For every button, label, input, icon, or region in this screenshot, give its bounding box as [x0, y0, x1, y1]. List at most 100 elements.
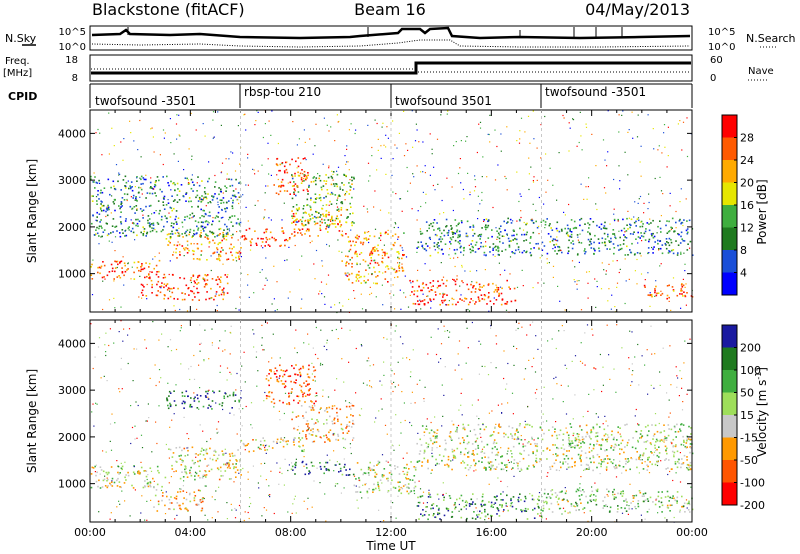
velocity-point: [410, 490, 413, 492]
power-point: [314, 201, 317, 204]
power-point: [655, 285, 657, 288]
velocity-point: [531, 498, 534, 501]
power-colorbar-segment: [722, 182, 737, 206]
power-noise-point: [532, 203, 534, 205]
power-point: [107, 233, 110, 235]
velocity-point: [168, 390, 171, 393]
velocity-point: [299, 375, 302, 377]
velocity-point: [195, 472, 198, 475]
velocity-point: [555, 459, 557, 461]
power-noise-point: [416, 219, 418, 221]
power-point: [226, 258, 228, 261]
power-point: [639, 252, 641, 255]
power-noise-point: [576, 280, 578, 282]
velocity-point: [681, 505, 683, 508]
velocity-point: [649, 442, 652, 444]
power-noise-point: [527, 115, 530, 117]
velocity-point: [435, 516, 437, 519]
velocity-point: [317, 430, 320, 433]
power-point: [687, 231, 689, 234]
power-point: [196, 291, 199, 294]
power-point: [162, 201, 164, 203]
power-point: [625, 230, 628, 232]
power-point: [622, 243, 625, 245]
power-point: [657, 239, 659, 242]
velocity-point: [497, 508, 499, 510]
power-point: [293, 193, 295, 195]
power-noise-point: [666, 166, 668, 168]
power-point: [151, 286, 153, 289]
power-point: [291, 222, 293, 224]
power-point: [227, 258, 230, 260]
power-noise-point: [255, 120, 257, 122]
velocity-point: [227, 462, 230, 464]
velocity-point: [310, 400, 312, 402]
power-noise-point: [373, 206, 375, 208]
velocity-point: [684, 445, 687, 448]
power-noise-point: [338, 250, 340, 252]
power-point: [145, 262, 147, 264]
power-point: [677, 233, 679, 235]
velocity-point: [423, 514, 426, 516]
velocity-point: [317, 420, 319, 423]
power-noise-point: [448, 254, 450, 256]
power-point: [537, 242, 539, 245]
power-noise-point: [193, 243, 195, 245]
power-noise-point: [359, 253, 361, 255]
power-point: [238, 223, 241, 226]
power-point: [140, 231, 142, 234]
velocity-point: [483, 428, 486, 431]
power-noise-point: [348, 129, 350, 131]
power-noise-point: [664, 146, 666, 148]
velocity-point: [690, 447, 692, 449]
power-point: [589, 218, 592, 220]
power-noise-point: [509, 256, 512, 258]
velocity-point: [411, 479, 414, 481]
power-point: [211, 278, 214, 280]
power-point: [501, 250, 503, 252]
power-point: [354, 244, 356, 247]
power-point: [421, 289, 423, 292]
velocity-point: [512, 467, 514, 469]
power-point: [124, 264, 126, 267]
power-point: [416, 279, 419, 282]
power-point: [601, 241, 604, 244]
velocity-point: [607, 436, 610, 439]
velocity-point: [282, 445, 285, 448]
velocity-point: [689, 443, 692, 445]
velocity-point: [520, 509, 522, 511]
velocity-point: [438, 512, 441, 515]
power-noise-point: [670, 309, 672, 311]
power-point: [271, 236, 273, 239]
power-point: [613, 233, 616, 235]
power-noise-point: [368, 180, 370, 182]
power-noise-point: [549, 167, 551, 169]
power-noise-point: [608, 288, 610, 290]
power-noise-point: [131, 222, 134, 224]
power-point: [196, 247, 199, 250]
velocity-point: [598, 426, 601, 428]
velocity-point: [207, 390, 209, 392]
velocity-point: [302, 393, 304, 396]
power-point: [450, 243, 452, 245]
velocity-point: [189, 405, 191, 408]
power-point: [492, 282, 494, 285]
velocity-point: [590, 461, 592, 464]
velocity-point: [688, 503, 691, 506]
velocity-point: [564, 461, 567, 463]
power-point: [335, 183, 337, 185]
power-noise-point: [262, 136, 264, 139]
velocity-point: [561, 490, 563, 493]
power-noise-point: [430, 286, 432, 288]
velocity-point: [677, 430, 680, 433]
velocity-point: [181, 461, 184, 463]
power-point: [460, 245, 462, 248]
velocity-point: [536, 450, 538, 453]
velocity-point: [590, 499, 593, 501]
power-noise-point: [328, 245, 330, 247]
velocity-point: [590, 500, 592, 503]
power-noise-point: [334, 304, 336, 306]
velocity-point: [314, 375, 316, 378]
velocity-noise-point: [409, 421, 411, 424]
